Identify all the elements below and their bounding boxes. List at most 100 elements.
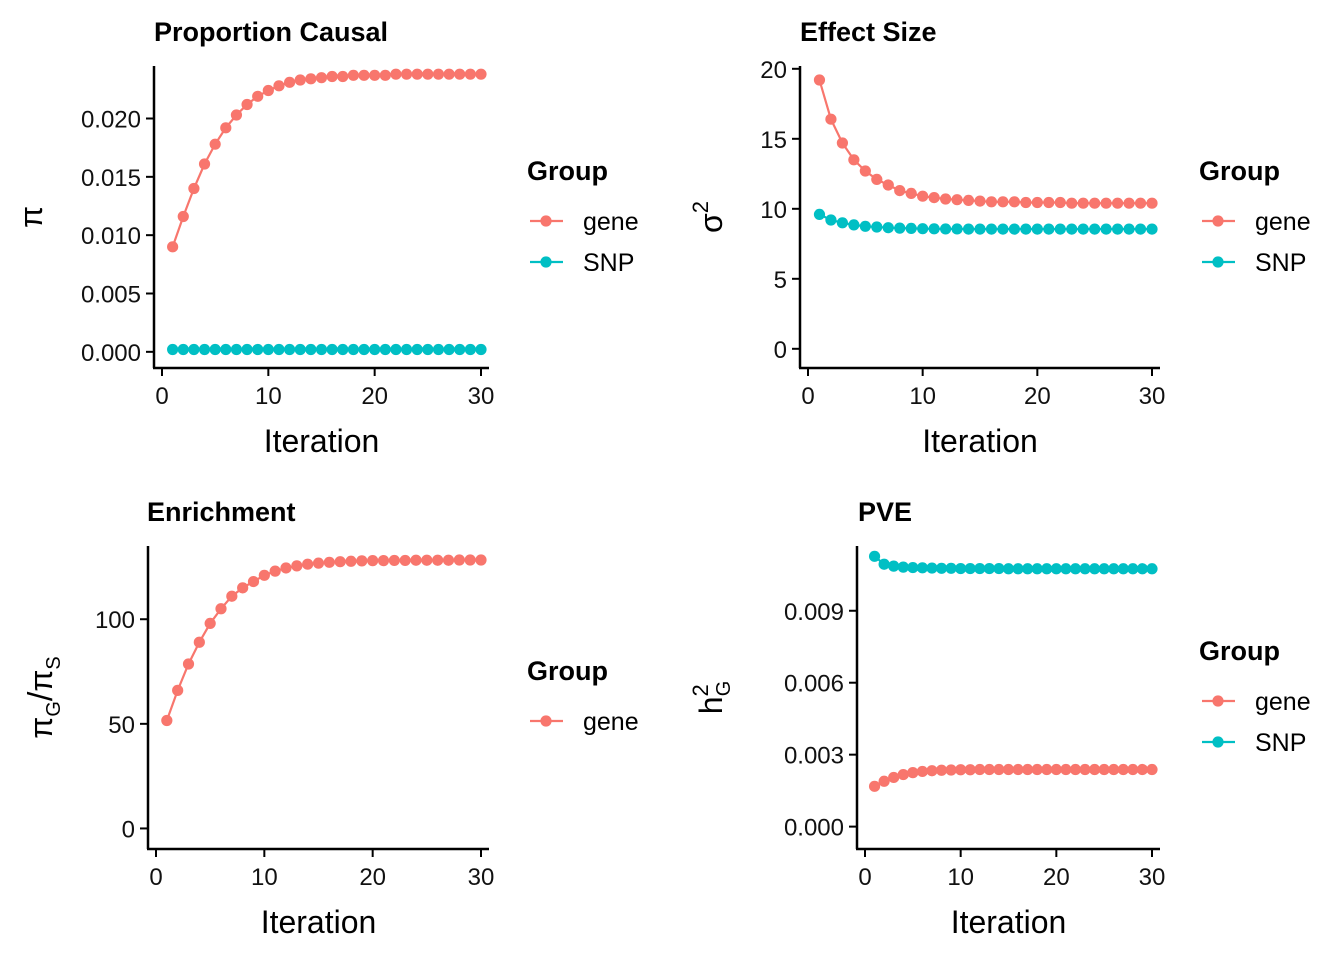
x-axis-label: Iteration [922,423,1038,459]
data-point-gene [161,714,173,727]
data-point-gene [1098,763,1110,776]
data-point-SNP [390,343,402,356]
data-point-SNP [464,343,476,356]
data-point-gene [1079,763,1091,776]
series-gene [161,554,487,727]
data-point-gene [897,768,909,781]
legend-label: gene [1255,688,1311,716]
data-point-SNP [1089,223,1101,235]
data-point-gene [848,154,860,166]
x-tick-label: 0 [801,383,814,410]
data-point-SNP [1043,223,1055,235]
y-tick-label: 0.000 [81,340,141,367]
data-point-SNP [997,223,1009,235]
data-point-gene [411,68,423,80]
data-point-gene [825,113,837,125]
legend: Group gene SNP [1199,156,1311,277]
data-point-gene [1066,197,1078,209]
data-point-gene [167,241,179,253]
legend-title: Group [1199,636,1280,666]
data-point-gene [464,554,476,566]
data-point-gene [916,765,929,778]
legend-item-SNP: SNP [530,249,634,277]
y-axis-label: h2G [688,681,735,715]
data-point-gene [377,555,390,567]
data-point-SNP [1031,563,1043,575]
y-axis-label: σ2 [688,201,729,233]
legend-key-point [1212,256,1224,268]
series-SNP [167,343,487,356]
panel-effect-size: Effect Size 0 5 10 15 20 0 10 20 30 Iteration σ2 Gro… [688,17,1311,459]
legend-label: gene [583,208,639,236]
data-point-gene [315,72,328,84]
y-tick-label: 0 [774,337,787,364]
data-point-gene [813,74,826,86]
data-point-gene [917,190,929,202]
legend-label: gene [1255,208,1311,236]
data-point-SNP [935,562,948,574]
x-tick-label: 30 [1139,864,1166,891]
y-tick-label: 5 [774,267,787,294]
data-point-SNP [1060,563,1072,575]
x-tick-label: 20 [1043,864,1070,891]
data-point-SNP [220,343,232,356]
data-point-gene [955,764,967,776]
data-point-gene [993,763,1005,776]
data-point-gene [836,137,849,149]
y-tick-label: 0.005 [81,282,141,309]
data-point-gene [1089,763,1101,776]
data-point-gene [475,68,487,80]
data-point-gene [1100,197,1112,209]
data-point-gene [182,658,195,670]
legend-key-point [540,215,552,227]
data-point-SNP [262,343,274,356]
data-point-gene [1146,197,1158,209]
data-point-gene [1136,763,1149,776]
legend-item-gene: gene [1202,688,1311,716]
data-point-gene [258,569,270,581]
data-point-SNP [868,550,881,562]
data-point-gene [172,684,184,696]
data-point-gene [1050,763,1062,776]
data-point-gene [334,556,346,568]
data-point-gene [1060,763,1072,776]
legend-title: Group [1199,156,1280,186]
data-point-gene [421,554,433,566]
y-label-main: σ [693,213,729,233]
data-point-gene [1043,196,1055,209]
y-tick-label: 15 [760,127,787,154]
data-point-gene [928,192,940,204]
data-point-SNP [848,219,860,231]
legend-title: Group [527,656,608,686]
data-point-SNP [315,343,328,356]
x-tick-label: 20 [359,864,386,891]
data-point-SNP [337,343,349,356]
x-tick-label: 20 [361,383,388,410]
series-gene [813,74,1158,209]
data-point-SNP [894,222,906,234]
data-point-gene [247,575,260,588]
data-point-gene [379,69,391,81]
data-point-SNP [1031,223,1043,235]
data-point-SNP [1069,563,1082,575]
legend-key-point [1212,736,1224,748]
data-point-gene [312,557,325,569]
data-point-SNP [1066,223,1078,235]
y-label-main: π [13,206,49,228]
data-point-SNP [974,562,986,575]
data-point-gene [241,98,253,111]
data-point-SNP [916,562,929,574]
legend-label: SNP [1255,249,1306,277]
legend-key-point [1212,215,1224,227]
data-point-gene [399,554,411,567]
data-point-gene [1031,763,1043,776]
data-point-SNP [871,221,883,233]
series-gene [167,68,487,253]
data-point-SNP [443,343,455,356]
data-point-gene [294,74,306,86]
data-point-gene [422,68,434,80]
data-point-gene [369,69,381,81]
data-point-gene [888,771,900,784]
legend-label: SNP [1255,729,1306,757]
data-point-gene [905,187,917,199]
